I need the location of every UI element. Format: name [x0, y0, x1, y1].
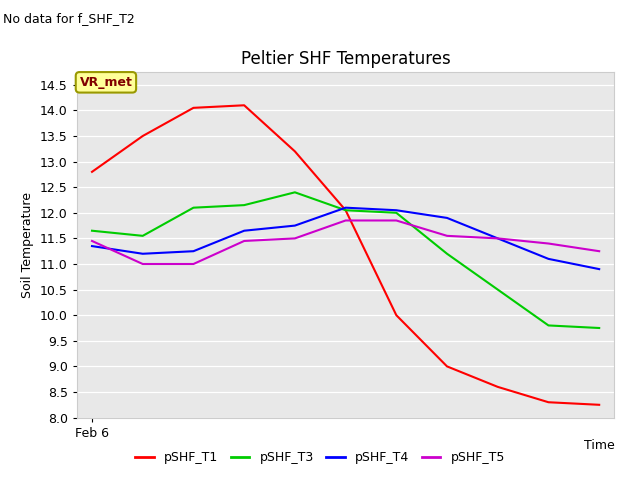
Text: No data for f_SHF_T2: No data for f_SHF_T2 — [3, 12, 135, 25]
Text: Time: Time — [584, 439, 614, 452]
Text: VR_met: VR_met — [79, 76, 132, 89]
Y-axis label: Soil Temperature: Soil Temperature — [21, 192, 35, 298]
Title: Peltier SHF Temperatures: Peltier SHF Temperatures — [241, 49, 451, 68]
Legend: pSHF_T1, pSHF_T3, pSHF_T4, pSHF_T5: pSHF_T1, pSHF_T3, pSHF_T4, pSHF_T5 — [130, 446, 510, 469]
